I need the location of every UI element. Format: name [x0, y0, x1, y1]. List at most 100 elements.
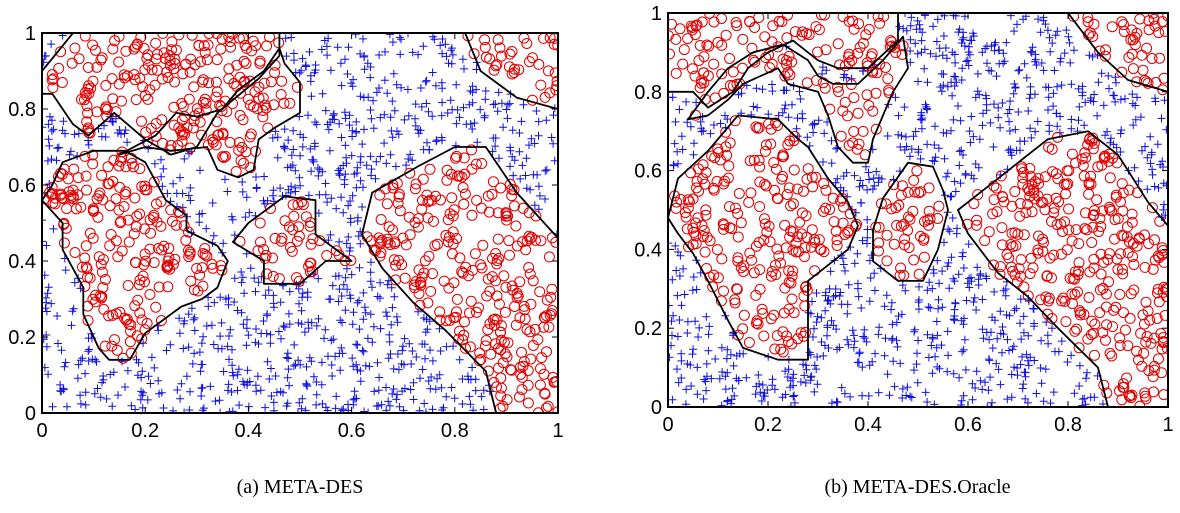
point-circle: [779, 219, 791, 231]
point-plus: [373, 358, 382, 367]
point-plus: [1053, 82, 1062, 91]
point-circle: [549, 376, 558, 388]
point-circle: [815, 13, 827, 21]
point-circle: [133, 279, 145, 291]
decision-boundary: [668, 114, 859, 361]
point-circle: [698, 225, 710, 237]
point-plus: [1154, 183, 1163, 192]
point-circle: [393, 254, 405, 266]
point-circle: [1046, 313, 1058, 324]
point-circle: [480, 335, 492, 346]
point-plus: [844, 280, 853, 289]
point-circle: [1022, 198, 1034, 210]
point-circle: [429, 240, 441, 252]
point-plus: [392, 312, 401, 321]
point-circle: [541, 294, 553, 306]
point-plus: [951, 298, 960, 307]
point-circle: [874, 58, 886, 70]
point-circle: [504, 178, 516, 190]
point-plus: [888, 334, 897, 343]
point-circle: [689, 29, 701, 41]
point-plus: [459, 103, 468, 112]
point-circle: [691, 175, 703, 187]
point-circle: [888, 238, 900, 250]
point-plus: [271, 372, 280, 380]
point-circle: [680, 211, 692, 223]
point-circle: [746, 254, 757, 266]
point-circle: [186, 33, 198, 41]
point-circle: [787, 244, 799, 256]
point-circle: [487, 176, 499, 188]
point-circle: [1020, 207, 1032, 219]
point-plus: [437, 111, 446, 120]
point-plus: [965, 283, 974, 292]
point-circle: [451, 293, 463, 305]
point-circle: [300, 211, 312, 223]
point-plus: [438, 49, 447, 58]
point-plus: [999, 59, 1008, 68]
point-plus: [961, 169, 970, 178]
point-circle: [464, 341, 476, 353]
point-plus: [290, 340, 299, 349]
point-circle: [465, 295, 477, 307]
chart-panel-a: 0 0.2 0.4 0.6 0.8 1 0 0.2 0.4 0.6 0.8 1: [0, 0, 575, 442]
point-circle: [178, 220, 190, 232]
point-plus: [979, 109, 987, 118]
point-plus: [891, 93, 900, 102]
point-circle: [451, 306, 462, 318]
point-circle: [492, 207, 504, 219]
point-plus: [950, 82, 959, 90]
point-plus: [468, 125, 477, 133]
point-plus: [217, 318, 226, 327]
point-plus: [1116, 129, 1125, 138]
point-circle: [113, 160, 125, 172]
point-plus: [432, 136, 441, 145]
point-circle: [69, 247, 81, 258]
point-plus: [452, 80, 461, 89]
point-circle: [199, 249, 211, 261]
point-plus: [864, 391, 873, 400]
point-circle: [775, 257, 786, 269]
point-plus: [449, 342, 458, 351]
point-plus: [355, 325, 364, 334]
point-circle: [137, 81, 149, 93]
point-plus: [180, 154, 189, 163]
point-circle: [129, 192, 141, 204]
point-plus: [1033, 117, 1042, 126]
point-circle: [743, 337, 755, 348]
point-plus: [199, 404, 208, 413]
point-plus: [944, 351, 953, 360]
point-plus: [991, 38, 1000, 47]
point-circle: [132, 294, 144, 306]
point-circle: [260, 102, 272, 114]
point-plus: [808, 121, 817, 129]
point-plus: [770, 385, 779, 394]
point-circle: [716, 68, 728, 80]
point-plus: [990, 287, 999, 296]
point-plus: [157, 388, 166, 397]
point-plus: [351, 33, 360, 39]
point-circle: [1156, 367, 1167, 379]
point-plus: [372, 88, 381, 97]
point-circle: [131, 210, 143, 222]
point-plus: [965, 127, 974, 136]
point-plus: [535, 191, 544, 200]
point-circle: [496, 50, 507, 62]
point-plus: [121, 383, 129, 391]
point-circle: [279, 215, 291, 227]
point-plus: [938, 303, 947, 312]
point-plus: [950, 177, 959, 186]
point-circle: [1086, 135, 1098, 147]
decision-boundary: [464, 33, 558, 110]
point-circle: [1095, 221, 1107, 232]
point-circle: [777, 149, 789, 161]
point-circle: [198, 40, 210, 52]
point-circle: [754, 201, 766, 213]
point-plus: [933, 256, 942, 265]
y-tick-label: 0: [25, 403, 36, 425]
point-plus: [331, 272, 340, 281]
point-circle: [257, 105, 269, 116]
point-plus: [53, 144, 62, 153]
point-plus: [1026, 124, 1035, 133]
decision-boundary: [668, 13, 899, 109]
